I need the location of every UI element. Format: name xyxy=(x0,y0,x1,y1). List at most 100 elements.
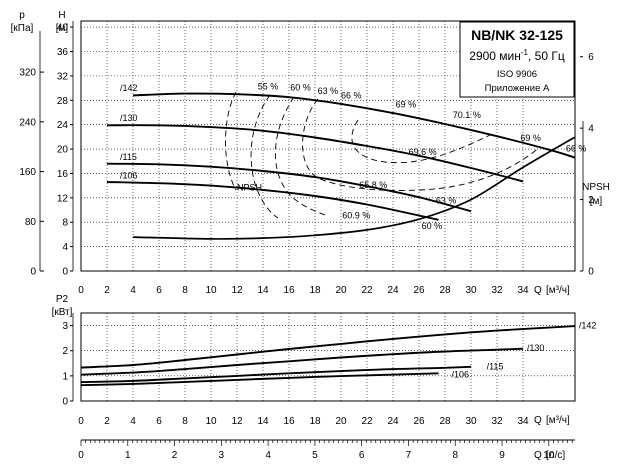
flow-tick-label-power: 28 xyxy=(439,416,451,427)
title-box: NB/NK 32-125 2900 мин-1, 50 Гц ISO 9906 … xyxy=(459,21,575,98)
efficiency-label: 60.9 % xyxy=(342,211,370,221)
flow-ls-tick-label: 5 xyxy=(312,450,318,461)
efficiency-contour-60 xyxy=(250,94,279,219)
efficiency-label: 55 % xyxy=(258,81,279,91)
head-curve xyxy=(106,181,439,221)
power-tick-label: 3 xyxy=(62,321,68,332)
flow-tick-label-head: 12 xyxy=(231,285,243,296)
power-curve xyxy=(80,347,524,376)
flow-ls-tick-label: 7 xyxy=(406,450,412,461)
flow-tick-label-head: 6 xyxy=(156,285,162,296)
power-axis-unit: [кВт] xyxy=(52,307,73,318)
speed-text: 2900 мин-1, 50 Гц xyxy=(469,48,565,63)
efficiency-label: 60 % xyxy=(422,221,443,231)
flow-tick-label-power: 26 xyxy=(413,416,425,427)
npsh-axis-title: NPSH xyxy=(582,182,610,193)
power-curve-label: /142 xyxy=(579,321,597,331)
efficiency-label: 65.8 % xyxy=(359,180,387,190)
flow-tick-label-power: 30 xyxy=(465,416,477,427)
model-title: NB/NK 32-125 xyxy=(471,27,563,43)
flow-ls-axis-unit: [л/с] xyxy=(546,450,565,461)
power-curve xyxy=(80,372,439,387)
flow-tick-label-power: 34 xyxy=(517,416,529,427)
annex-text: Приложение А xyxy=(485,83,550,94)
flow-ls-tick-label: 0 xyxy=(78,450,84,461)
head-tick-label: 32 xyxy=(57,71,69,82)
efficiency-label: 63 % xyxy=(436,195,457,205)
flow-tick-label-head: 34 xyxy=(517,285,529,296)
efficiency-contours xyxy=(225,91,541,219)
head-tick-label: 24 xyxy=(57,120,69,131)
flow-tick-label-power: 2 xyxy=(104,416,110,427)
head-axis-unit: [м] xyxy=(56,23,69,34)
head-curve-label: /115 xyxy=(120,152,137,162)
flow-tick-label-head: 28 xyxy=(439,285,451,296)
head-tick-label: 8 xyxy=(62,218,68,229)
flow-tick-label-power: 24 xyxy=(387,416,399,427)
head-tick-label: 0 xyxy=(62,267,68,278)
npsh-axis-unit: [м] xyxy=(590,196,603,207)
npsh-tick-label: 2 xyxy=(588,195,594,206)
flow-tick-label-power: 4 xyxy=(130,416,136,427)
flow-tick-label-power: 6 xyxy=(156,416,162,427)
head-curve xyxy=(106,124,524,183)
flow-tick-label-power: 10 xyxy=(205,416,217,427)
flow-ls-tick-label: 2 xyxy=(172,450,178,461)
efficiency-contour-55 xyxy=(225,91,237,191)
flow-tick-label-head: 8 xyxy=(182,285,188,296)
head-tick-label: 20 xyxy=(57,145,69,156)
efficiency-label: 66 % xyxy=(341,90,362,100)
power-plot-area xyxy=(80,312,576,402)
pressure-tick-label: 240 xyxy=(19,117,36,128)
flow-tick-label-head: 0 xyxy=(78,285,84,296)
npsh-tick-label: 0 xyxy=(588,267,594,278)
power-tick-label: 1 xyxy=(62,371,68,382)
efficiency-contour-69 xyxy=(351,119,491,164)
flow-ls-axis-title: Q xyxy=(534,450,542,461)
head-tick-label: 12 xyxy=(57,193,69,204)
npsh-tick-label: 6 xyxy=(588,52,594,63)
flow-tick-label-power: 0 xyxy=(78,416,84,427)
npsh-curve xyxy=(132,136,576,240)
flow-tick-label-head: 32 xyxy=(491,285,503,296)
flow-tick-label-head: 4 xyxy=(130,285,136,296)
flow-tick-label-power: 32 xyxy=(491,416,503,427)
flow-axis-unit-power: [м³/ч] xyxy=(546,415,570,426)
pressure-tick-label: 320 xyxy=(19,68,36,79)
flow-tick-label-power: 18 xyxy=(309,416,321,427)
flow-axis-title-head: Q xyxy=(534,285,542,296)
power-curve-label: /130 xyxy=(527,343,545,353)
flow-ls-tick-label: 9 xyxy=(499,450,505,461)
pressure-axis-unit: [кПа] xyxy=(11,23,34,34)
flow-ls-tick-label: 10 xyxy=(543,450,555,461)
efficiency-label: 69.6 % xyxy=(409,147,437,157)
efficiency-label: 60 % xyxy=(290,83,311,93)
power-tick-label: 0 xyxy=(62,397,68,408)
flow-ls-tick-label: 6 xyxy=(359,450,365,461)
flow-ls-tick-label: 4 xyxy=(265,450,271,461)
head-tick-label: 4 xyxy=(62,242,68,253)
power-curve xyxy=(80,365,472,384)
flow-ls-tick-label: 3 xyxy=(219,450,225,461)
flow-tick-label-power: 16 xyxy=(283,416,295,427)
flow-tick-label-head: 2 xyxy=(104,285,110,296)
efficiency-label: 70.1 % xyxy=(453,110,481,120)
flow-tick-label-head: 18 xyxy=(309,285,321,296)
head-curve xyxy=(132,92,576,159)
flow-tick-label-power: 22 xyxy=(361,416,373,427)
efficiency-label: 66 % xyxy=(566,143,587,153)
power-grid xyxy=(81,313,575,401)
power-curve xyxy=(80,325,576,369)
efficiency-label: 69 % xyxy=(520,133,541,143)
head-axis-title: H xyxy=(58,10,65,21)
power-tick-label: 2 xyxy=(62,346,68,357)
flow-tick-label-power: 8 xyxy=(182,416,188,427)
flow-ls-tick-label: 1 xyxy=(125,450,131,461)
npsh-tick-label: 4 xyxy=(588,124,594,135)
flow-ls-tick-label: 8 xyxy=(452,450,458,461)
flow-tick-label-head: 26 xyxy=(413,285,425,296)
head-tick-label: 36 xyxy=(57,47,69,58)
